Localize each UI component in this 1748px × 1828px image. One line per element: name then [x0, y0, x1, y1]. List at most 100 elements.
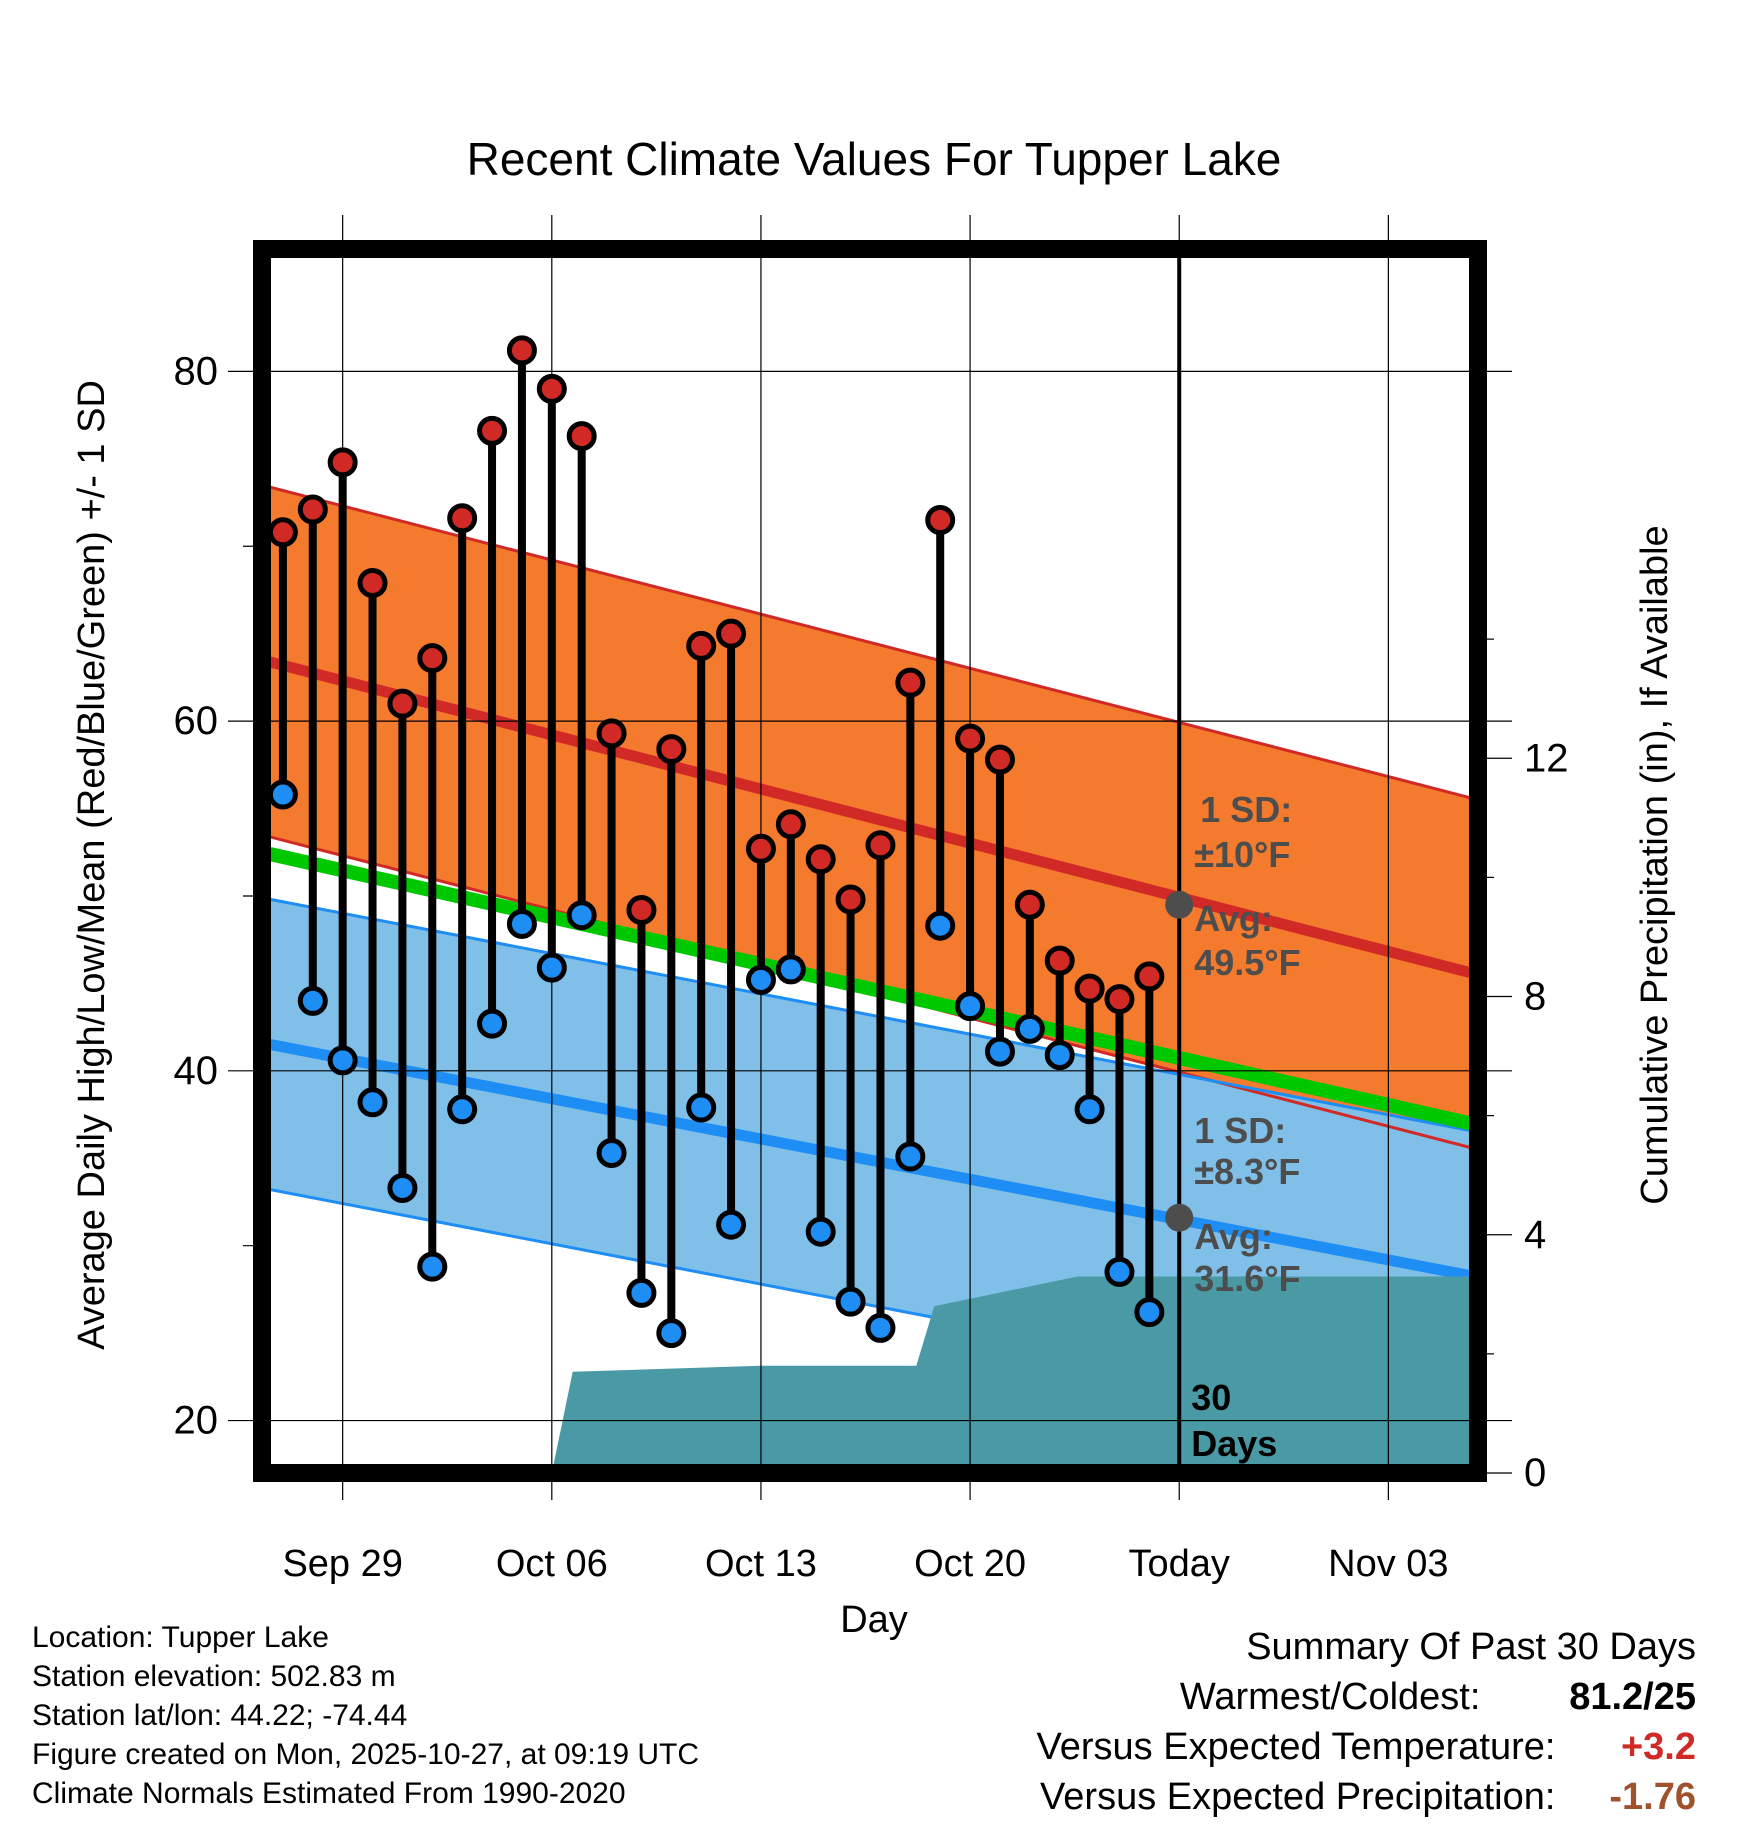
- daily-low-point: [865, 1312, 896, 1343]
- x-tick-label: Nov 03: [1328, 1543, 1448, 1585]
- summary-warm-cold: Warmest/Coldest: 81.2/25: [1037, 1672, 1696, 1722]
- daily-high-point: [656, 734, 687, 765]
- temp-value: +3.2: [1620, 1726, 1696, 1768]
- daily-high-point: [1044, 945, 1075, 976]
- x-tick-label: Today: [1129, 1543, 1230, 1585]
- precip-area: [551, 1276, 1478, 1473]
- daily-low-point: [835, 1286, 866, 1317]
- high-avg-value: 49.5°F: [1194, 942, 1300, 983]
- daily-low-point: [327, 1045, 358, 1076]
- location-text: Location: Tupper Lake: [32, 1621, 329, 1654]
- summary-precip: Versus Expected Precipitation: -1.76: [1037, 1772, 1696, 1822]
- daily-high-point: [895, 667, 926, 698]
- daily-low-point: [925, 910, 956, 941]
- chart-title: Recent Climate Values For Tupper Lake: [467, 133, 1282, 185]
- daily-low-point: [984, 1036, 1015, 1067]
- daily-high-point: [1014, 889, 1045, 920]
- daily-low-point: [745, 964, 776, 995]
- daily-high-point: [1104, 984, 1135, 1015]
- daily-high-point: [805, 844, 836, 875]
- daily-high-point: [417, 643, 448, 674]
- daily-high-point: [865, 830, 896, 861]
- y-axis-label-right: Cumulative Precipitation (in), If Availa…: [1634, 525, 1676, 1204]
- normals-text: Climate Normals Estimated From 1990-2020: [32, 1777, 626, 1810]
- daily-high-point: [506, 335, 537, 366]
- daily-low-point: [267, 779, 298, 810]
- y-tick-label: 60: [174, 699, 219, 743]
- temp-label: Versus Expected Temperature:: [1036, 1726, 1556, 1768]
- y2-tick-label: 8: [1524, 975, 1546, 1019]
- avg-low-marker: [1165, 1203, 1194, 1232]
- daily-high-point: [477, 415, 508, 446]
- daily-low-point: [716, 1209, 747, 1240]
- daily-high-point: [955, 723, 986, 754]
- daily-high-point: [1074, 973, 1105, 1004]
- avg-high-marker: [1165, 890, 1194, 919]
- daily-low-point: [1044, 1040, 1075, 1071]
- daily-low-point: [686, 1092, 717, 1123]
- latlon-text: Station lat/lon: 44.22; -74.44: [32, 1699, 408, 1732]
- today-days-number: 30: [1191, 1377, 1231, 1418]
- y-tick-label: 40: [174, 1049, 219, 1093]
- high-sd-label: 1 SD:: [1200, 789, 1292, 830]
- daily-high-point: [267, 517, 298, 548]
- daily-low-point: [447, 1094, 478, 1125]
- daily-low-point: [357, 1087, 388, 1118]
- daily-low-point: [895, 1141, 926, 1172]
- low-sd-value: ±8.3°F: [1194, 1151, 1300, 1192]
- plot-frame: [253, 240, 1487, 1482]
- y-axis-label-left: Average Daily High/Low/Mean (Red/Blue/Gr…: [71, 380, 113, 1350]
- daily-high-point: [925, 505, 956, 536]
- daily-low-point: [596, 1138, 627, 1169]
- y2-tick-label: 4: [1524, 1213, 1546, 1257]
- y2-tick-label: 12: [1524, 736, 1569, 780]
- daily-low-point: [477, 1008, 508, 1039]
- daily-high-point: [984, 744, 1015, 775]
- low-avg-label: Avg:: [1194, 1216, 1273, 1257]
- daily-high-point: [775, 809, 806, 840]
- x-tick-label: Oct 06: [496, 1543, 608, 1585]
- daily-high-point: [387, 688, 418, 719]
- daily-low-point: [775, 954, 806, 985]
- summary-temp: Versus Expected Temperature: +3.2: [1037, 1722, 1696, 1772]
- daily-low-point: [506, 908, 537, 939]
- precip-label: Versus Expected Precipitation:: [1040, 1776, 1556, 1818]
- low-sd-label: 1 SD:: [1194, 1110, 1286, 1151]
- daily-low-point: [1134, 1297, 1165, 1328]
- elevation-text: Station elevation: 502.83 m: [32, 1660, 396, 1693]
- y-tick-label: 80: [174, 349, 219, 393]
- daily-high-point: [1134, 961, 1165, 992]
- daily-low-point: [536, 952, 567, 983]
- station-info: Location: Tupper Lake Station elevation:…: [32, 1618, 699, 1813]
- daily-high-point: [536, 373, 567, 404]
- warm-cold-value: 81.2/25: [1569, 1676, 1696, 1718]
- summary-panel: Summary Of Past 30 Days Warmest/Coldest:…: [1037, 1622, 1696, 1822]
- daily-high-point: [297, 494, 328, 525]
- daily-low-point: [387, 1172, 418, 1203]
- daily-low-point: [955, 991, 986, 1022]
- daily-low-point: [1104, 1256, 1135, 1287]
- summary-title: Summary Of Past 30 Days: [1246, 1626, 1696, 1668]
- x-tick-label: Oct 20: [914, 1543, 1026, 1585]
- high-sd-value: ±10°F: [1194, 834, 1290, 875]
- daily-high-point: [357, 567, 388, 598]
- warm-cold-label: Warmest/Coldest:: [1179, 1676, 1481, 1718]
- daily-high-point: [686, 630, 717, 661]
- x-axis-label: Day: [840, 1599, 908, 1641]
- daily-high-point: [327, 447, 358, 478]
- today-days-word: Days: [1191, 1423, 1277, 1464]
- created-text: Figure created on Mon, 2025-10-27, at 09…: [32, 1738, 700, 1771]
- low-avg-value: 31.6°F: [1194, 1258, 1300, 1299]
- y-tick-label: 20: [174, 1399, 219, 1443]
- x-tick-label: Oct 13: [705, 1543, 817, 1585]
- daily-low-point: [626, 1277, 657, 1308]
- daily-low-point: [1074, 1094, 1105, 1125]
- daily-high-point: [596, 718, 627, 749]
- precip-value: -1.76: [1609, 1776, 1696, 1818]
- high-avg-label: Avg:: [1194, 898, 1273, 939]
- daily-high-point: [716, 618, 747, 649]
- daily-low-point: [417, 1251, 448, 1282]
- daily-low-point: [297, 985, 328, 1016]
- daily-high-point: [447, 503, 478, 534]
